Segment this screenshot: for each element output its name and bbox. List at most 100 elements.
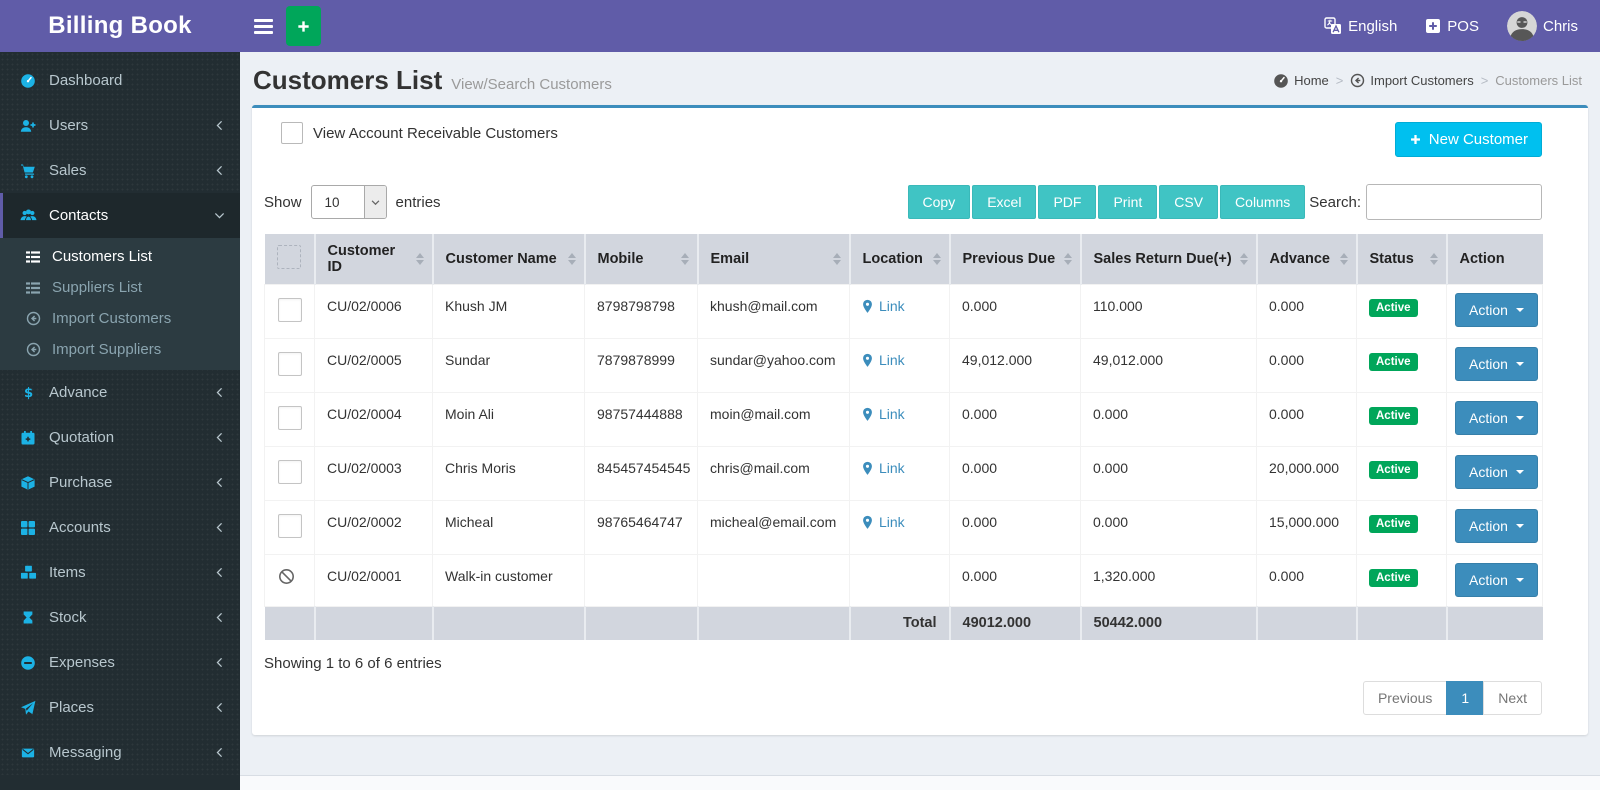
search-input[interactable] [1366,184,1542,220]
cell-email: chris@mail.com [698,447,850,501]
location-link[interactable]: Link [862,514,905,530]
sidebar-item-messaging[interactable]: Messaging [0,730,240,775]
user-menu[interactable]: Chris [1507,11,1578,41]
sidebar-item-purchase[interactable]: Purchase [0,460,240,505]
breadcrumb-item-home[interactable]: Home [1273,73,1329,89]
sidebar-item-expenses[interactable]: Expenses [0,640,240,685]
cube-icon [18,475,38,491]
csv-export-button[interactable]: CSV [1159,185,1218,219]
sidebar-item-advance[interactable]: $Advance [0,370,240,415]
pagination-next[interactable]: Next [1483,681,1542,715]
total-empty-cell [1357,607,1447,640]
sidebar-item-sales[interactable]: Sales [0,148,240,193]
row-checkbox[interactable] [278,460,302,484]
sidebar-item-places[interactable]: Places [0,685,240,730]
sidebar-item-stock[interactable]: Stock [0,595,240,640]
col-header-status[interactable]: Status [1357,234,1447,285]
col-header-advance[interactable]: Advance [1257,234,1357,285]
plus-icon [1409,133,1422,146]
sort-icon[interactable] [1334,253,1348,265]
sort-icon[interactable] [675,253,689,265]
sidebar-item-contacts[interactable]: Contacts [0,193,240,238]
col-header-location[interactable]: Location [850,234,950,285]
col-header-email[interactable]: Email [698,234,850,285]
total-empty-cell [265,607,315,640]
view-receivable-checkbox[interactable] [281,122,303,144]
breadcrumb-label: Home [1294,73,1329,88]
location-link-label: Link [879,406,905,422]
action-button[interactable]: Action [1455,455,1538,489]
print-export-button[interactable]: Print [1098,185,1157,219]
action-button[interactable]: Action [1455,509,1538,543]
sort-icon[interactable] [1424,253,1438,265]
action-button[interactable]: Action [1455,293,1538,327]
action-button[interactable]: Action [1455,401,1538,435]
app-logo[interactable]: Billing Book [0,0,240,52]
pdf-export-button[interactable]: PDF [1038,185,1096,219]
location-link[interactable]: Link [862,352,905,368]
show-label: Show [264,194,302,211]
cell-status: Active [1357,447,1447,501]
sort-icon[interactable] [827,253,841,265]
sort-icon[interactable] [562,253,576,265]
caret-down-icon [1516,524,1524,528]
cell-select [265,393,315,447]
sidebar-toggle-button[interactable] [240,0,286,52]
col-header-sales-return-due[interactable]: Sales Return Due(+) [1081,234,1257,285]
cell-previous-due: 0.000 [950,501,1081,555]
pos-button[interactable]: POS [1425,18,1479,35]
col-header-customer-id[interactable]: Customer ID [315,234,433,285]
excel-export-button[interactable]: Excel [972,185,1036,219]
row-checkbox[interactable] [278,406,302,430]
quick-add-button[interactable] [286,6,321,46]
cell-location: Link [850,501,950,555]
sidebar-item-dashboard[interactable]: Dashboard [0,58,240,103]
row-checkbox[interactable] [278,352,302,376]
col-header-mobile[interactable]: Mobile [585,234,698,285]
sidebar-item-quotation[interactable]: Quotation [0,415,240,460]
sidebar-subitem-suppliers-list[interactable]: Suppliers List [0,272,240,303]
table-total-row: Total49012.00050442.000 [265,607,1543,640]
row-checkbox[interactable] [278,514,302,538]
col-header-customer-name[interactable]: Customer Name [433,234,585,285]
sidebar-item-items[interactable]: Items [0,550,240,595]
select-all-checkbox[interactable] [277,245,301,269]
sort-icon[interactable] [410,253,424,265]
page-size-control: Show 10 entries [264,185,441,219]
language-icon [1324,17,1342,35]
cell-select [265,285,315,339]
breadcrumb-item-import-customers[interactable]: Import Customers [1350,73,1473,88]
sort-icon[interactable] [1058,253,1072,265]
language-label: English [1348,18,1397,35]
new-customer-button[interactable]: New Customer [1395,122,1542,157]
receivable-filter: View Account Receivable Customers [281,122,558,144]
columns-export-button[interactable]: Columns [1220,185,1305,219]
chevron-left-icon [214,567,225,578]
location-link[interactable]: Link [862,406,905,422]
location-link[interactable]: Link [862,460,905,476]
col-header-previous-due[interactable]: Previous Due [950,234,1081,285]
language-menu[interactable]: English [1324,17,1397,35]
sort-icon[interactable] [927,253,941,265]
sidebar-subitem-customers-list[interactable]: Customers List [0,241,240,272]
action-button[interactable]: Action [1455,563,1538,597]
page-size-select[interactable]: 10 [311,185,387,219]
sort-icon[interactable] [1234,253,1248,265]
chevron-left-icon [214,657,225,668]
sidebar-subitem-import-customers[interactable]: Import Customers [0,303,240,334]
chevron-left-icon [214,165,225,176]
row-checkbox[interactable] [278,298,302,322]
breadcrumb-label: Customers List [1495,73,1582,88]
pagination-previous[interactable]: Previous [1363,681,1447,715]
sidebar-item-users[interactable]: Users [0,103,240,148]
table-row: CU/02/0003Chris Moris845457454545chris@m… [265,447,1543,501]
envelope-icon [18,746,38,760]
copy-export-button[interactable]: Copy [908,185,971,219]
pagination-1[interactable]: 1 [1446,681,1484,715]
sidebar-item-label: Dashboard [49,72,122,89]
sidebar-item-accounts[interactable]: Accounts [0,505,240,550]
action-button[interactable]: Action [1455,347,1538,381]
sidebar-menu: Dashboard UsersSalesContactsCustomers Lis… [0,52,240,775]
location-link[interactable]: Link [862,298,905,314]
sidebar-subitem-import-suppliers[interactable]: Import Suppliers [0,334,240,365]
